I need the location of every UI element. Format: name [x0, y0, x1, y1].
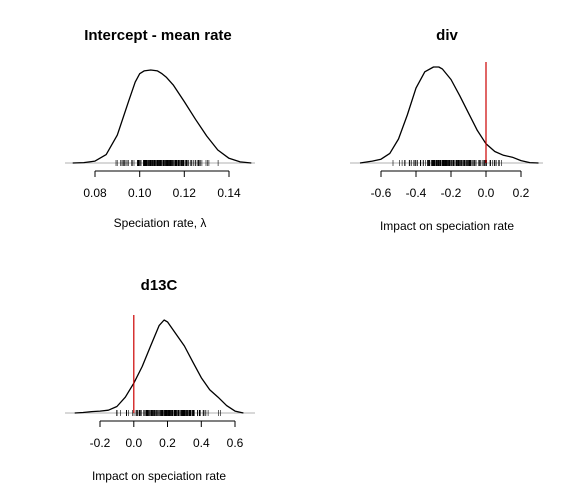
x-tick-label: 0.08	[83, 186, 107, 200]
x-tick-label: 0.14	[217, 186, 241, 200]
panel-intercept: Intercept - mean rate 0.08 0.10 0.12 0.14 S…	[65, 27, 255, 230]
x-tick-label: 0.6	[227, 436, 244, 450]
x-tick-label: 0.2	[513, 186, 530, 200]
x-tick-label: 0.0	[478, 186, 495, 200]
rug	[115, 160, 219, 166]
panel-div: div -0.6 -0.4 -0.2 0.0 0.2 Impact on speciat…	[350, 27, 543, 233]
x-tick-label: 0.2	[159, 436, 176, 450]
density-line	[74, 319, 244, 414]
x-axis-label: Impact on speciation rate	[92, 469, 226, 483]
x-tick-label: -0.4	[406, 186, 427, 200]
x-axis-label: Impact on speciation rate	[380, 219, 514, 233]
x-tick-label: -0.6	[371, 186, 392, 200]
x-tick-label: 0.4	[193, 436, 210, 450]
density-line	[359, 66, 539, 164]
x-tick-label: 0.0	[125, 436, 142, 450]
rug	[116, 410, 221, 416]
plot-area: -0.6 -0.4 -0.2 0.0 0.2	[350, 62, 543, 200]
x-tick-label: -0.2	[441, 186, 462, 200]
x-axis-label: Speciation rate, λ	[114, 216, 207, 230]
plot-area: -0.2 0.0 0.2 0.4 0.6	[65, 315, 255, 450]
density-line	[72, 69, 252, 164]
panel-title: div	[436, 27, 458, 44]
x-tick-label: 0.12	[173, 186, 197, 200]
rug	[392, 160, 503, 166]
panel-d13c: d13C -0.2 0.0 0.2 0.4 0.6 Impact on speciati…	[65, 277, 255, 483]
x-tick-label: -0.2	[90, 436, 111, 450]
panel-title: Intercept - mean rate	[84, 27, 232, 44]
panel-title: d13C	[141, 277, 178, 294]
x-tick-label: 0.10	[128, 186, 152, 200]
plot-area: 0.08 0.10 0.12 0.14	[65, 69, 255, 200]
